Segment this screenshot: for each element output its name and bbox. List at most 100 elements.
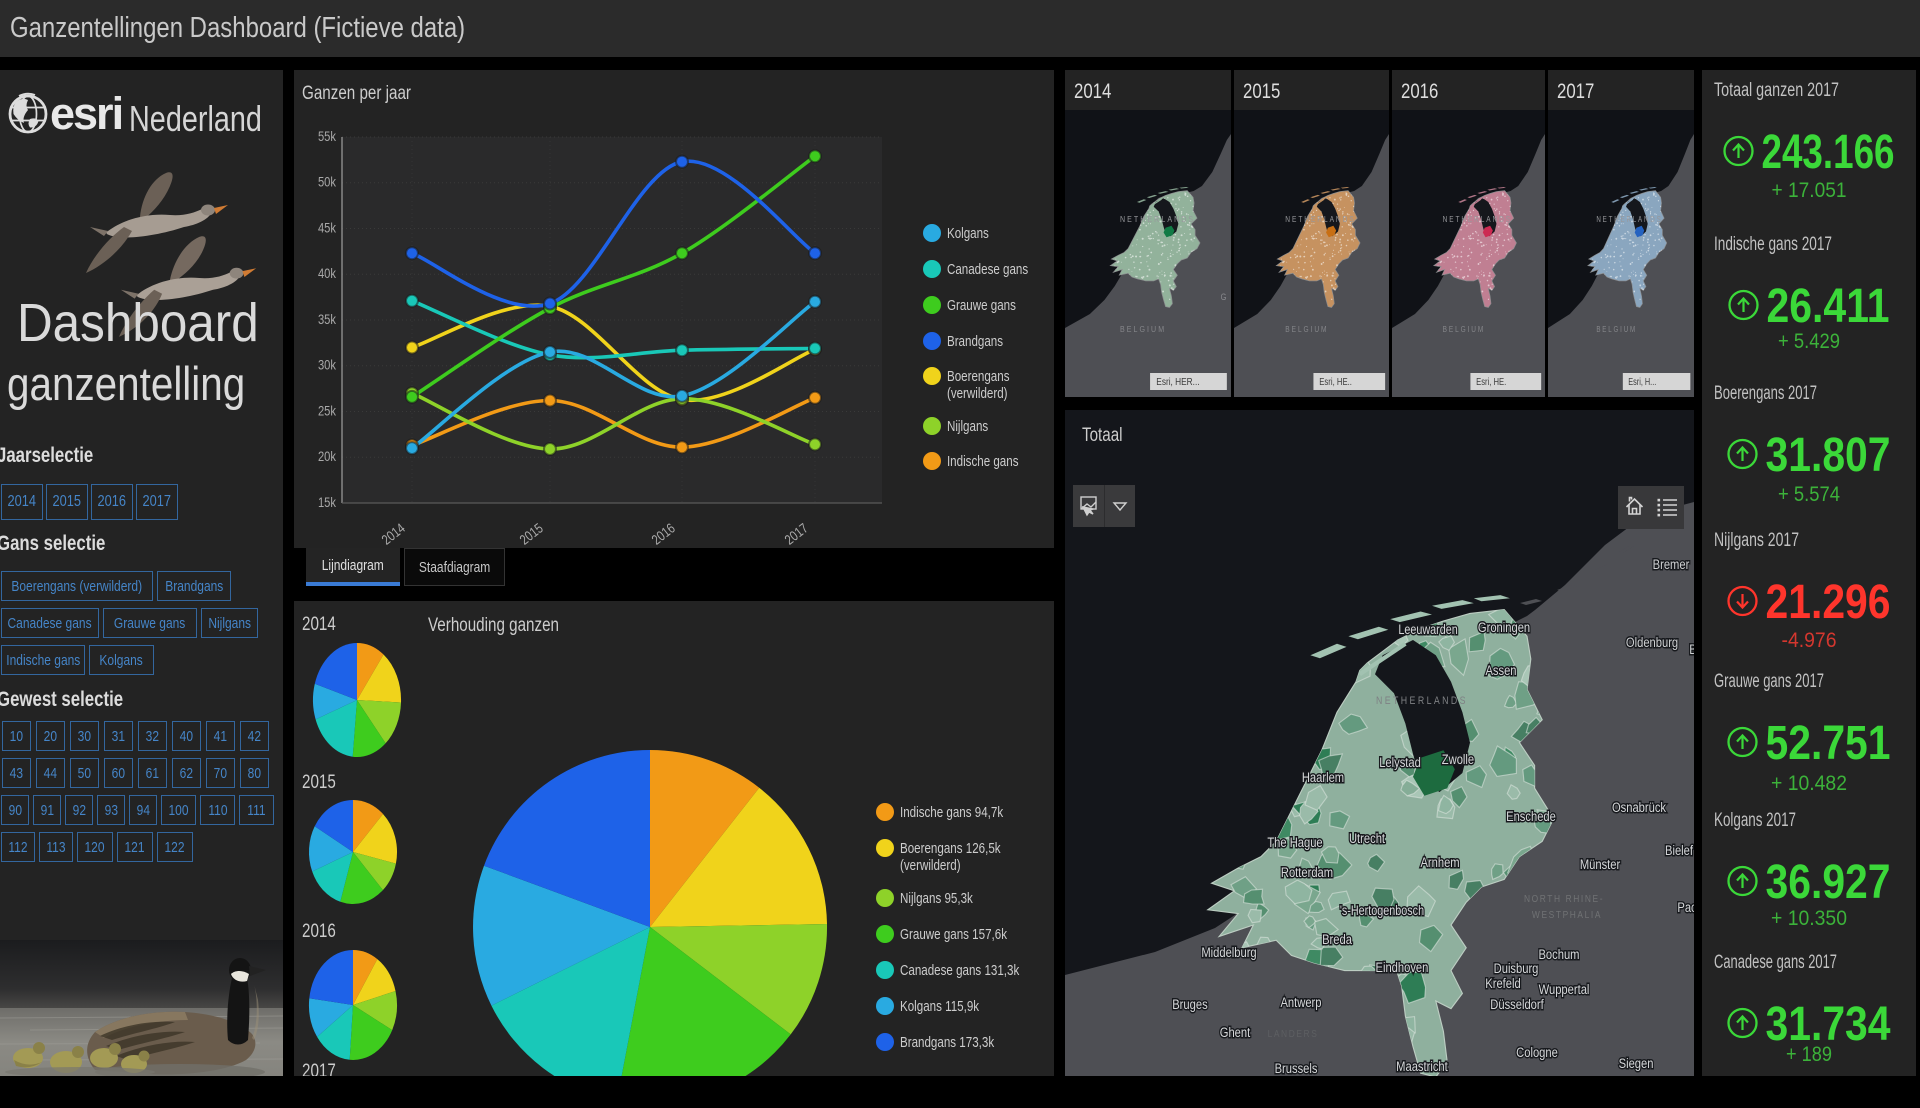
svg-text:Zwolle: Zwolle xyxy=(1442,752,1474,767)
svg-text:Canadese gans: Canadese gans xyxy=(947,261,1029,278)
svg-text:Wuppertal: Wuppertal xyxy=(1539,982,1590,997)
svg-text:Esri, H...: Esri, H... xyxy=(1628,376,1656,387)
svg-text:50k: 50k xyxy=(318,175,337,190)
svg-text:Utrecht: Utrecht xyxy=(1349,831,1385,846)
svg-text:LANDERS: LANDERS xyxy=(1268,1028,1319,1040)
svg-text:Kolgans 115,9k: Kolgans 115,9k xyxy=(900,998,979,1015)
svg-text:Bochum: Bochum xyxy=(1538,947,1579,962)
svg-text:Arnhem: Arnhem xyxy=(1420,855,1459,870)
svg-text:30k: 30k xyxy=(318,358,337,373)
svg-text:Haarlem: Haarlem xyxy=(1302,770,1344,785)
svg-text:NETHERLANDS: NETHERLANDS xyxy=(1376,695,1468,707)
svg-text:Brussels: Brussels xyxy=(1275,1061,1318,1076)
svg-text:Grauwe gans 157,6k: Grauwe gans 157,6k xyxy=(900,926,1007,943)
svg-text:Pac: Pac xyxy=(1677,900,1694,915)
svg-text:Kolgans 2017: Kolgans 2017 xyxy=(1714,810,1796,831)
svg-text:Nijlgans: Nijlgans xyxy=(947,418,989,435)
svg-text:Nijlgans 95,3k: Nijlgans 95,3k xyxy=(900,890,973,907)
svg-text:25k: 25k xyxy=(318,403,337,418)
svg-text:Boerengans 126,5k: Boerengans 126,5k xyxy=(900,840,1001,857)
svg-text:Esri, HE.: Esri, HE. xyxy=(1476,376,1506,387)
svg-text:31.734: 31.734 xyxy=(1766,998,1891,1051)
svg-text:Brandgans: Brandgans xyxy=(947,333,1003,350)
svg-text:NETHERLANDS: NETHERLANDS xyxy=(1596,214,1662,224)
svg-text:Grauwe gans: Grauwe gans xyxy=(947,297,1016,314)
svg-text:Esri, HE..: Esri, HE.. xyxy=(1319,376,1352,387)
svg-text:'s-Hertogenbosch: 's-Hertogenbosch xyxy=(1340,903,1424,918)
svg-text:+ 10.482: + 10.482 xyxy=(1771,772,1847,795)
svg-text:Canadese gans 2017: Canadese gans 2017 xyxy=(1714,952,1837,973)
svg-text:26.411: 26.411 xyxy=(1767,280,1890,333)
svg-text:Kolgans: Kolgans xyxy=(947,225,989,242)
svg-text:52.751: 52.751 xyxy=(1766,717,1891,770)
svg-text:Boerengans: Boerengans xyxy=(947,368,1010,385)
svg-text:45k: 45k xyxy=(318,220,337,235)
svg-text:Breda: Breda xyxy=(1322,932,1353,947)
svg-text:Brandgans 173,3k: Brandgans 173,3k xyxy=(900,1034,995,1051)
svg-text:NORTH RHINE-: NORTH RHINE- xyxy=(1524,893,1604,905)
svg-text:Rotterdam: Rotterdam xyxy=(1281,865,1333,880)
svg-text:NETHERLANDS: NETHERLANDS xyxy=(1285,214,1355,224)
svg-text:40k: 40k xyxy=(318,266,337,281)
svg-text:Middelburg: Middelburg xyxy=(1201,945,1256,960)
svg-text:Bruges: Bruges xyxy=(1172,997,1207,1012)
svg-text:Indische gans 2017: Indische gans 2017 xyxy=(1714,234,1832,255)
svg-text:BELGIUM: BELGIUM xyxy=(1443,324,1486,334)
svg-text:Siegen: Siegen xyxy=(1619,1056,1654,1071)
svg-text:The Hague: The Hague xyxy=(1267,835,1322,850)
svg-text:Eindhoven: Eindhoven xyxy=(1376,960,1429,975)
svg-text:243.166: 243.166 xyxy=(1762,126,1895,179)
svg-text:BELGIUM: BELGIUM xyxy=(1285,324,1328,334)
svg-text:+ 17.051: + 17.051 xyxy=(1772,179,1847,202)
svg-text:-4.976: -4.976 xyxy=(1782,629,1837,652)
svg-text:20k: 20k xyxy=(318,449,337,464)
svg-text:Osnabrück: Osnabrück xyxy=(1612,800,1667,815)
svg-text:BELGIUM: BELGIUM xyxy=(1120,324,1166,334)
svg-text:2016: 2016 xyxy=(649,520,678,547)
svg-text:Bielef: Bielef xyxy=(1665,843,1693,858)
svg-text:+ 5.574: + 5.574 xyxy=(1778,483,1840,506)
svg-text:55k: 55k xyxy=(318,129,337,144)
svg-text:Maastricht: Maastricht xyxy=(1396,1059,1448,1074)
svg-text:+ 10.350: + 10.350 xyxy=(1771,907,1847,930)
svg-text:Grauwe gans 2017: Grauwe gans 2017 xyxy=(1714,671,1824,692)
svg-text:Groningen: Groningen xyxy=(1478,620,1530,635)
svg-text:Nijlgans 2017: Nijlgans 2017 xyxy=(1714,530,1799,551)
svg-text:Indische gans: Indische gans xyxy=(947,453,1019,470)
svg-text:15k: 15k xyxy=(318,495,337,510)
svg-text:(verwilderd): (verwilderd) xyxy=(900,857,961,874)
svg-text:NETHERLANDS: NETHERLANDS xyxy=(1443,214,1512,224)
svg-text:Krefeld: Krefeld xyxy=(1485,976,1520,991)
svg-text:+ 5.429: + 5.429 xyxy=(1778,330,1840,353)
svg-text:2015: 2015 xyxy=(517,520,546,547)
svg-text:Bremer: Bremer xyxy=(1653,557,1690,572)
svg-text:WESTPHALIA: WESTPHALIA xyxy=(1532,909,1602,921)
svg-text:Oldenburg: Oldenburg xyxy=(1626,635,1678,650)
svg-text:Münster: Münster xyxy=(1580,857,1620,872)
svg-text:Antwerp: Antwerp xyxy=(1280,995,1321,1010)
svg-text:(verwilderd): (verwilderd) xyxy=(947,385,1008,402)
svg-text:Düsseldorf: Düsseldorf xyxy=(1490,997,1544,1012)
svg-text:31.807: 31.807 xyxy=(1766,429,1891,482)
svg-text:G: G xyxy=(1221,292,1227,302)
svg-text:2017: 2017 xyxy=(782,520,811,547)
svg-text:Leeuwarden: Leeuwarden xyxy=(1398,622,1457,637)
svg-text:+ 189: + 189 xyxy=(1786,1043,1832,1066)
svg-text:21.296: 21.296 xyxy=(1766,576,1891,629)
svg-text:35k: 35k xyxy=(318,312,337,327)
svg-text:Ghent: Ghent xyxy=(1220,1025,1251,1040)
svg-text:B: B xyxy=(1689,642,1694,657)
svg-text:36.927: 36.927 xyxy=(1766,856,1891,909)
svg-text:Canadese gans 131,3k: Canadese gans 131,3k xyxy=(900,962,1020,979)
svg-text:Boerengans 2017: Boerengans 2017 xyxy=(1714,383,1817,404)
svg-text:2014: 2014 xyxy=(379,520,408,547)
svg-text:NETHERLANDS: NETHERLANDS xyxy=(1120,214,1195,224)
svg-text:Totaal ganzen 2017: Totaal ganzen 2017 xyxy=(1714,80,1839,101)
svg-text:BELGIUM: BELGIUM xyxy=(1596,324,1637,334)
svg-text:Enschede: Enschede xyxy=(1506,809,1556,824)
svg-text:Lelystad: Lelystad xyxy=(1379,755,1421,770)
svg-text:Cologne: Cologne xyxy=(1516,1045,1558,1060)
svg-text:Indische gans 94,7k: Indische gans 94,7k xyxy=(900,804,1004,821)
svg-text:Duisburg: Duisburg xyxy=(1494,961,1539,976)
svg-text:Esri, HER...: Esri, HER... xyxy=(1156,376,1199,387)
